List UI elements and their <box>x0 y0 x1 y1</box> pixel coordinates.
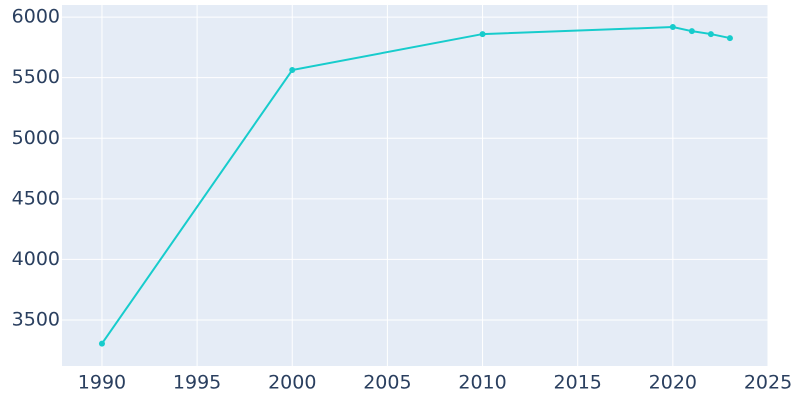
y-tick-label: 6000 <box>12 6 60 28</box>
point <box>98 340 105 347</box>
point <box>688 28 695 35</box>
x-tick-label: 1990 <box>78 372 126 394</box>
x-tick-label: 1995 <box>173 372 221 394</box>
x-tick-label: 2000 <box>268 372 316 394</box>
point <box>289 67 296 74</box>
x-tick-label: 2015 <box>554 372 602 394</box>
y-tick-label: 5500 <box>12 66 60 88</box>
point <box>707 31 714 38</box>
y-tick-label: 4000 <box>12 248 60 270</box>
y-tick-label: 4500 <box>12 187 60 209</box>
plot-area <box>62 5 768 366</box>
x-tick-label: 2005 <box>363 372 411 394</box>
x-tick-label: 2020 <box>649 372 697 394</box>
y-tick-label: 5000 <box>12 127 60 149</box>
point <box>726 35 733 42</box>
x-tick-label: 2025 <box>744 372 792 394</box>
point <box>479 31 486 38</box>
y-tick-label: 3500 <box>12 308 60 330</box>
point <box>669 24 676 31</box>
x-tick-label: 2010 <box>458 372 506 394</box>
